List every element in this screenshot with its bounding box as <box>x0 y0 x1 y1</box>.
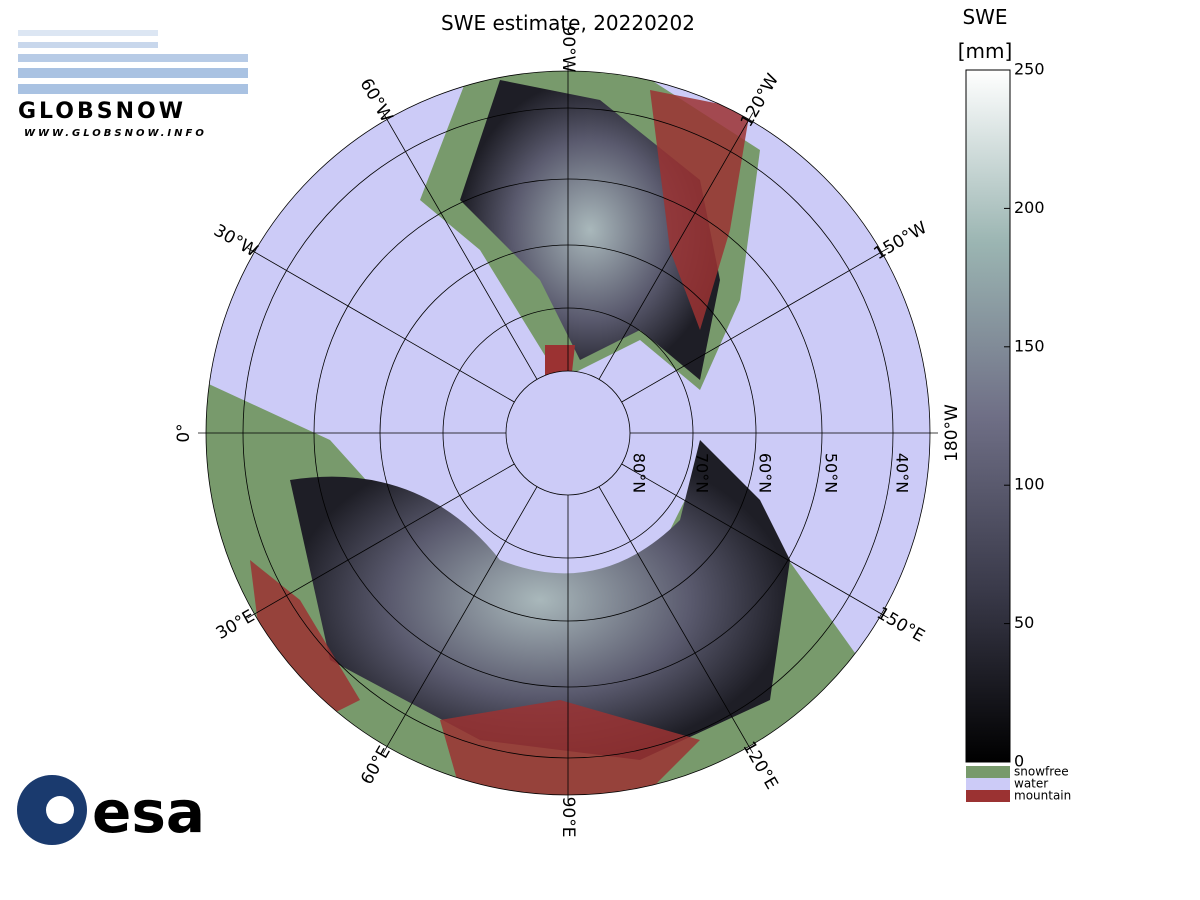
longitude-label: 60°E <box>357 743 395 788</box>
esa-text: esa <box>92 778 205 846</box>
legend-swatch <box>966 790 1010 802</box>
colorbar-axis: 0 50 100 150 200 250 <box>1004 60 1045 771</box>
colorbar-title: SWE <box>962 5 1007 29</box>
meridian <box>621 247 889 403</box>
longitude-label: 30°E <box>213 606 258 644</box>
globsnow-logo: GLOBSNOW WWW.GLOBSNOW.INFO <box>18 30 248 139</box>
meridian <box>382 112 538 380</box>
legend-swatch <box>966 778 1010 790</box>
meridian <box>621 463 889 619</box>
colorbar <box>965 69 1011 763</box>
legend-label: water <box>1014 777 1048 791</box>
longitude-label: 150°W <box>871 218 931 264</box>
longitude-label: 90°W <box>558 26 578 73</box>
map-title: SWE estimate, 20220202 <box>441 11 695 35</box>
meridian <box>247 463 515 619</box>
colorbar-tick-label: 200 <box>1014 198 1045 217</box>
legend-label: mountain <box>1014 789 1071 803</box>
longitude-label: 120°E <box>738 738 781 793</box>
globsnow-url: WWW.GLOBSNOW.INFO <box>24 128 207 139</box>
longitude-label: 60°W <box>356 75 397 126</box>
graticule <box>198 63 938 803</box>
longitude-label: 90°E <box>558 797 578 838</box>
colorbar-unit: [mm] <box>958 39 1013 63</box>
meridian <box>598 112 754 380</box>
longitude-label: 120°W <box>737 70 783 130</box>
longitude-label: 30°W <box>210 221 261 262</box>
colorbar-tick-label: 50 <box>1014 613 1034 632</box>
map-disk <box>206 71 930 795</box>
latitude-label: 40°N <box>893 453 912 493</box>
latitude-label: 70°N <box>693 453 712 493</box>
legend-swatch <box>966 766 1010 778</box>
colorbar-tick-label: 250 <box>1014 60 1045 79</box>
legend-label: snowfree <box>1014 765 1069 779</box>
latitude-label: 50°N <box>822 453 841 493</box>
colorbar-tick-label: 0 <box>1014 752 1024 771</box>
longitude-label: 150°E <box>873 603 928 646</box>
meridian <box>247 247 515 403</box>
longitude-label: 0° <box>174 423 194 442</box>
longitude-label: 180°W <box>942 404 962 462</box>
colorbar-tick-label: 150 <box>1014 336 1045 355</box>
meridian <box>598 486 754 754</box>
meridian <box>382 486 538 754</box>
globsnow-text: GLOBSNOW <box>18 99 186 124</box>
esa-logo: esa <box>17 775 205 846</box>
latitude-label: 80°N <box>630 453 649 493</box>
colorbar-tick-label: 100 <box>1014 475 1045 494</box>
latitude-label: 60°N <box>756 453 775 493</box>
